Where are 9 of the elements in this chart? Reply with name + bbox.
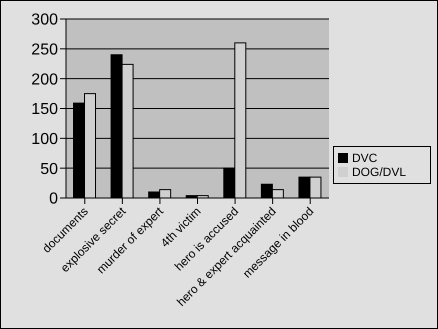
y-tick-label: 200 (31, 71, 58, 88)
legend-label: DVC (352, 150, 378, 164)
y-tick-label: 100 (31, 131, 58, 148)
y-tick-label: 150 (31, 101, 58, 118)
y-tick-label: 300 (31, 12, 58, 29)
y-tick-label: 50 (40, 160, 58, 178)
legend-label: DOG/DVL (352, 164, 406, 178)
y-tick-label: 250 (31, 42, 58, 59)
y-tick-label: 0 (49, 190, 58, 208)
